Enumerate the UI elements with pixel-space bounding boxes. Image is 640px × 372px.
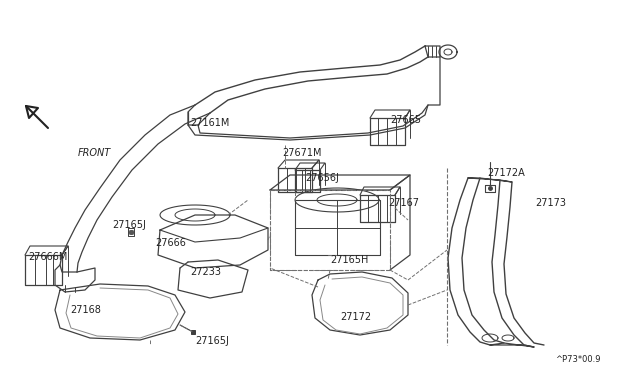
Text: 27168: 27168 (70, 305, 101, 315)
Text: 27656J: 27656J (305, 173, 339, 183)
Text: 27671M: 27671M (282, 148, 321, 158)
Text: 27172A: 27172A (487, 168, 525, 178)
Text: FRONT: FRONT (78, 148, 111, 158)
Text: 27666M: 27666M (28, 252, 67, 262)
Text: 27233: 27233 (190, 267, 221, 277)
Text: 27165H: 27165H (330, 255, 369, 265)
Text: 27161M: 27161M (190, 118, 229, 128)
Text: ^P73*00.9: ^P73*00.9 (555, 355, 600, 364)
Text: 27167: 27167 (388, 198, 419, 208)
Text: 27666: 27666 (155, 238, 186, 248)
Bar (270, 190, 390, 270)
Text: 27165J: 27165J (112, 220, 146, 230)
Text: 27173: 27173 (535, 198, 566, 208)
Text: 27172: 27172 (340, 312, 371, 322)
Text: 27165J: 27165J (195, 336, 229, 346)
Text: 27665: 27665 (390, 115, 421, 125)
